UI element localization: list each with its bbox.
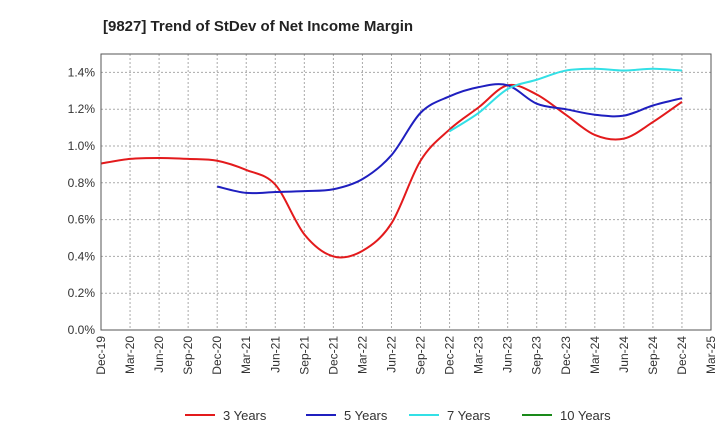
x-tick-label: Dec-22 [443, 336, 457, 375]
legend-item-7-years: 7 Years [409, 408, 491, 423]
x-tick-label: Mar-21 [239, 336, 253, 374]
x-tick-label: Dec-24 [675, 336, 689, 375]
y-tick-label: 1.4% [68, 65, 96, 79]
x-tick-label: Sep-24 [646, 336, 660, 375]
x-tick-label: Mar-24 [588, 336, 602, 374]
x-tick-label: Jun-23 [501, 336, 515, 373]
y-tick-label: 0.4% [68, 249, 96, 263]
legend-item-5-years: 5 Years [306, 408, 388, 423]
x-tick-label: Jun-24 [617, 336, 631, 373]
y-tick-label: 0.2% [68, 286, 96, 300]
x-tick-label: Mar-23 [472, 336, 486, 374]
x-tick-label: Sep-23 [530, 336, 544, 375]
legend-label: 3 Years [223, 408, 267, 423]
x-tick-label: Jun-20 [152, 336, 166, 373]
y-axis: 0.0% 0.2% 0.4% 0.6% 0.8% 1.0% 1.2% 1.4% [68, 65, 96, 337]
chart-title: [9827] Trend of StDev of Net Income Marg… [103, 18, 413, 35]
x-axis: Dec-19 Mar-20 Jun-20 Sep-20 Dec-20 Mar-21 Jun-… [94, 336, 718, 375]
y-tick-label: 0.6% [68, 213, 96, 227]
x-tick-label: Jun-22 [384, 336, 398, 373]
legend: 3 Years 5 Years 7 Years 10 Years [185, 408, 611, 423]
x-tick-label: Mar-22 [355, 336, 369, 374]
x-tick-label: Dec-21 [326, 336, 340, 375]
plot-area-border [100, 53, 712, 331]
y-tick-label: 0.8% [68, 176, 96, 190]
x-tick-label: Dec-19 [94, 336, 108, 375]
y-tick-label: 1.0% [68, 139, 96, 153]
legend-item-3-years: 3 Years [185, 408, 267, 423]
x-tick-label: Mar-20 [123, 336, 137, 374]
series-line-3-years [100, 83, 683, 259]
y-tick-label: 0.0% [68, 323, 96, 337]
x-tick-label: Mar-25 [704, 336, 718, 374]
legend-label: 7 Years [447, 408, 491, 423]
series-line-5-years [216, 83, 683, 195]
legend-label: 5 Years [344, 408, 388, 423]
x-tick-label: Jun-21 [268, 336, 282, 373]
legend-label: 10 Years [560, 408, 611, 423]
y-tick-label: 1.2% [68, 102, 96, 116]
series-line-7-years [449, 67, 683, 133]
x-tick-label: Sep-22 [414, 336, 428, 375]
x-tick-label: Dec-20 [210, 336, 224, 375]
series-lines [100, 67, 683, 259]
legend-item-10-years: 10 Years [522, 408, 611, 423]
x-tick-label: Sep-20 [181, 336, 195, 375]
x-tick-label: Sep-21 [297, 336, 311, 375]
x-tick-label: Dec-23 [559, 336, 573, 375]
